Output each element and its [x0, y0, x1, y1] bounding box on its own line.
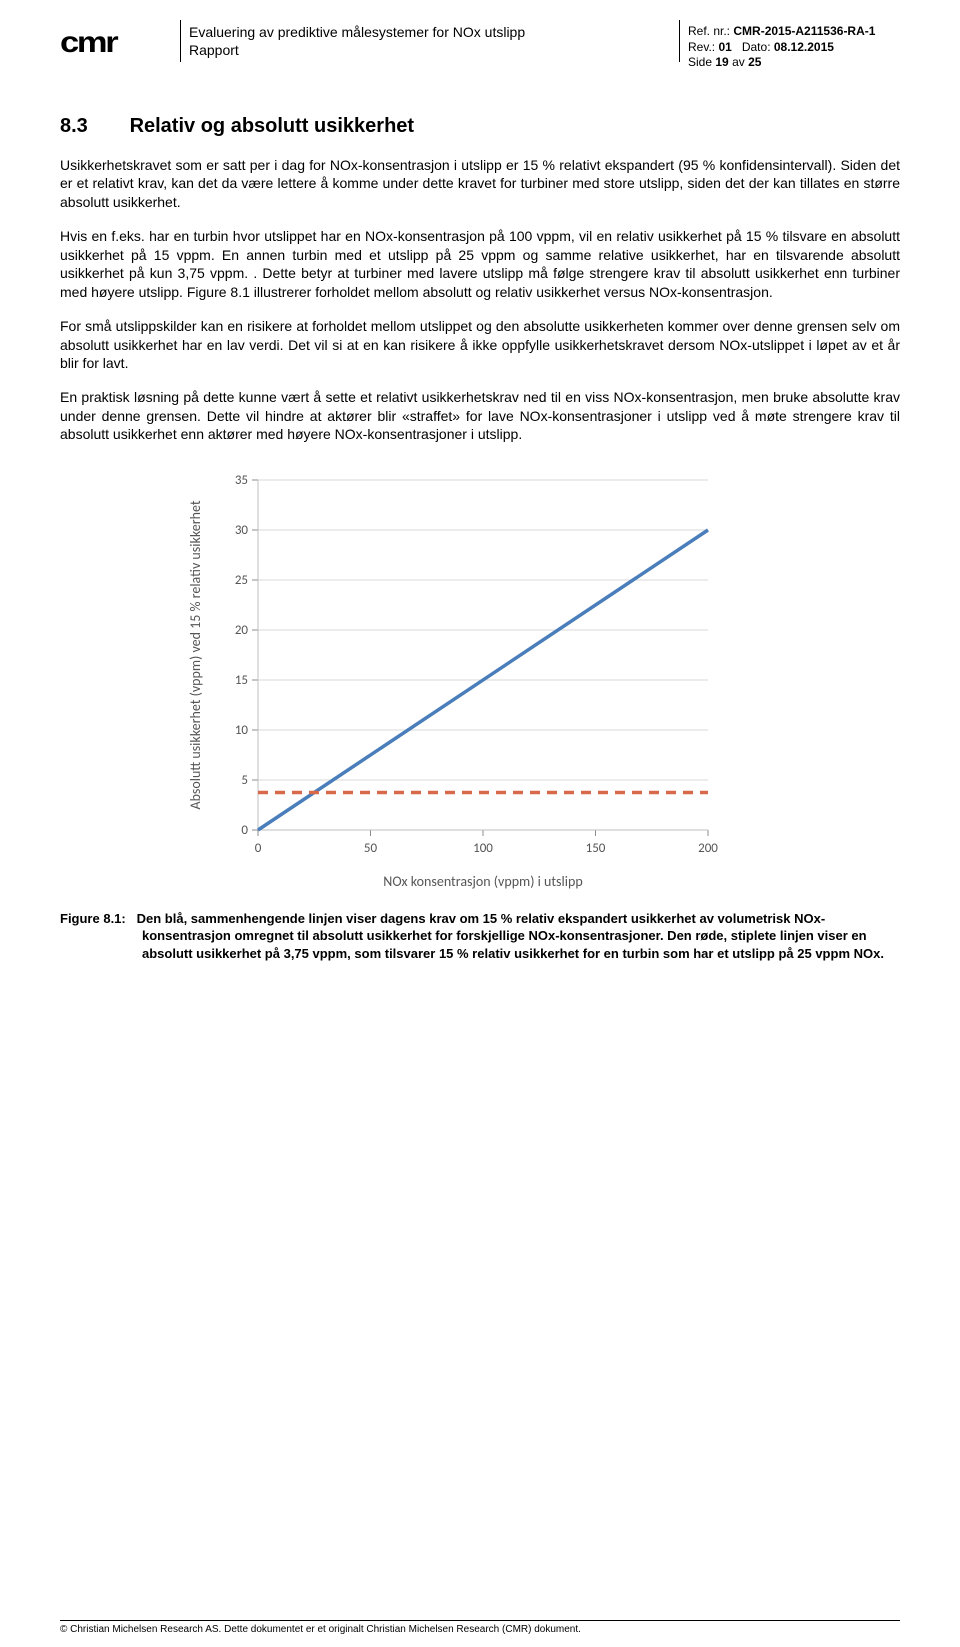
section-heading: 8.3 Relativ og absolutt usikkerhet — [60, 115, 900, 138]
uncertainty-chart: 0 5 10 15 20 25 30 35 0 50 100 150 200 NOx konsentras… — [180, 462, 740, 892]
svg-text:NOx konsentrasjon (vppm) i uts: NOx konsentrasjon (vppm) i utslipp — [383, 873, 582, 890]
rev-value: 01 — [718, 40, 731, 54]
page: cmr Evaluering av prediktive målesysteme… — [0, 0, 960, 1647]
logo: cmr — [60, 26, 198, 60]
doc-title: Evaluering av prediktive målesystemer fo… — [189, 24, 671, 40]
doc-subtitle: Rapport — [189, 42, 671, 58]
page-sep: av — [732, 55, 745, 69]
paragraph-4: En praktisk løsning på dette kunne vært … — [60, 388, 900, 443]
section-number: 8.3 — [60, 115, 124, 138]
caption-lead: Figure 8.1: — [60, 911, 126, 926]
svg-text:0: 0 — [241, 823, 248, 838]
header-ref-cell: Ref. nr.: CMR-2015-A211536-RA-1 Rev.: 01… — [680, 20, 900, 75]
svg-text:5: 5 — [241, 773, 248, 788]
date-value: 08.12.2015 — [774, 40, 834, 54]
date-label: Dato: — [742, 40, 771, 54]
svg-text:35: 35 — [235, 473, 248, 488]
page-header: cmr Evaluering av prediktive målesysteme… — [60, 20, 900, 75]
svg-text:200: 200 — [698, 841, 718, 856]
page-label: Side — [688, 55, 712, 69]
svg-text:Absolutt usikkerhet (vppm) ved: Absolutt usikkerhet (vppm) ved 15 % rela… — [187, 500, 204, 809]
ref-value: CMR-2015-A211536-RA-1 — [733, 24, 875, 38]
page-footer: © Christian Michelsen Research AS. Dette… — [60, 1620, 900, 1635]
rev-label: Rev.: — [688, 40, 715, 54]
svg-text:25: 25 — [235, 573, 248, 588]
chart-svg: 0 5 10 15 20 25 30 35 0 50 100 150 200 NOx konsentras… — [180, 462, 740, 892]
svg-text:100: 100 — [473, 841, 493, 856]
svg-text:0: 0 — [255, 841, 262, 856]
page-total: 25 — [748, 55, 761, 69]
paragraph-3: For små utslippskilder kan en risikere a… — [60, 317, 900, 372]
logo-cell: cmr — [60, 20, 180, 60]
figure-caption: Figure 8.1: Den blå, sammenhengende linj… — [60, 910, 900, 963]
footer-text: © Christian Michelsen Research AS. Dette… — [60, 1624, 581, 1635]
svg-text:15: 15 — [235, 673, 248, 688]
caption-text: Den blå, sammenhengende linjen viser dag… — [137, 911, 884, 961]
ref-label: Ref. nr.: — [688, 24, 730, 38]
svg-text:30: 30 — [235, 523, 249, 538]
paragraph-2: Hvis en f.eks. har en turbin hvor utslip… — [60, 227, 900, 301]
svg-text:10: 10 — [235, 723, 249, 738]
svg-text:20: 20 — [235, 623, 249, 638]
page-current: 19 — [715, 55, 728, 69]
header-title-cell: Evaluering av prediktive målesystemer fo… — [180, 20, 680, 62]
svg-text:50: 50 — [364, 841, 378, 856]
svg-text:150: 150 — [586, 841, 606, 856]
paragraph-1: Usikkerhetskravet som er satt per i dag … — [60, 156, 900, 211]
section-title: Relativ og absolutt usikkerhet — [130, 115, 415, 137]
